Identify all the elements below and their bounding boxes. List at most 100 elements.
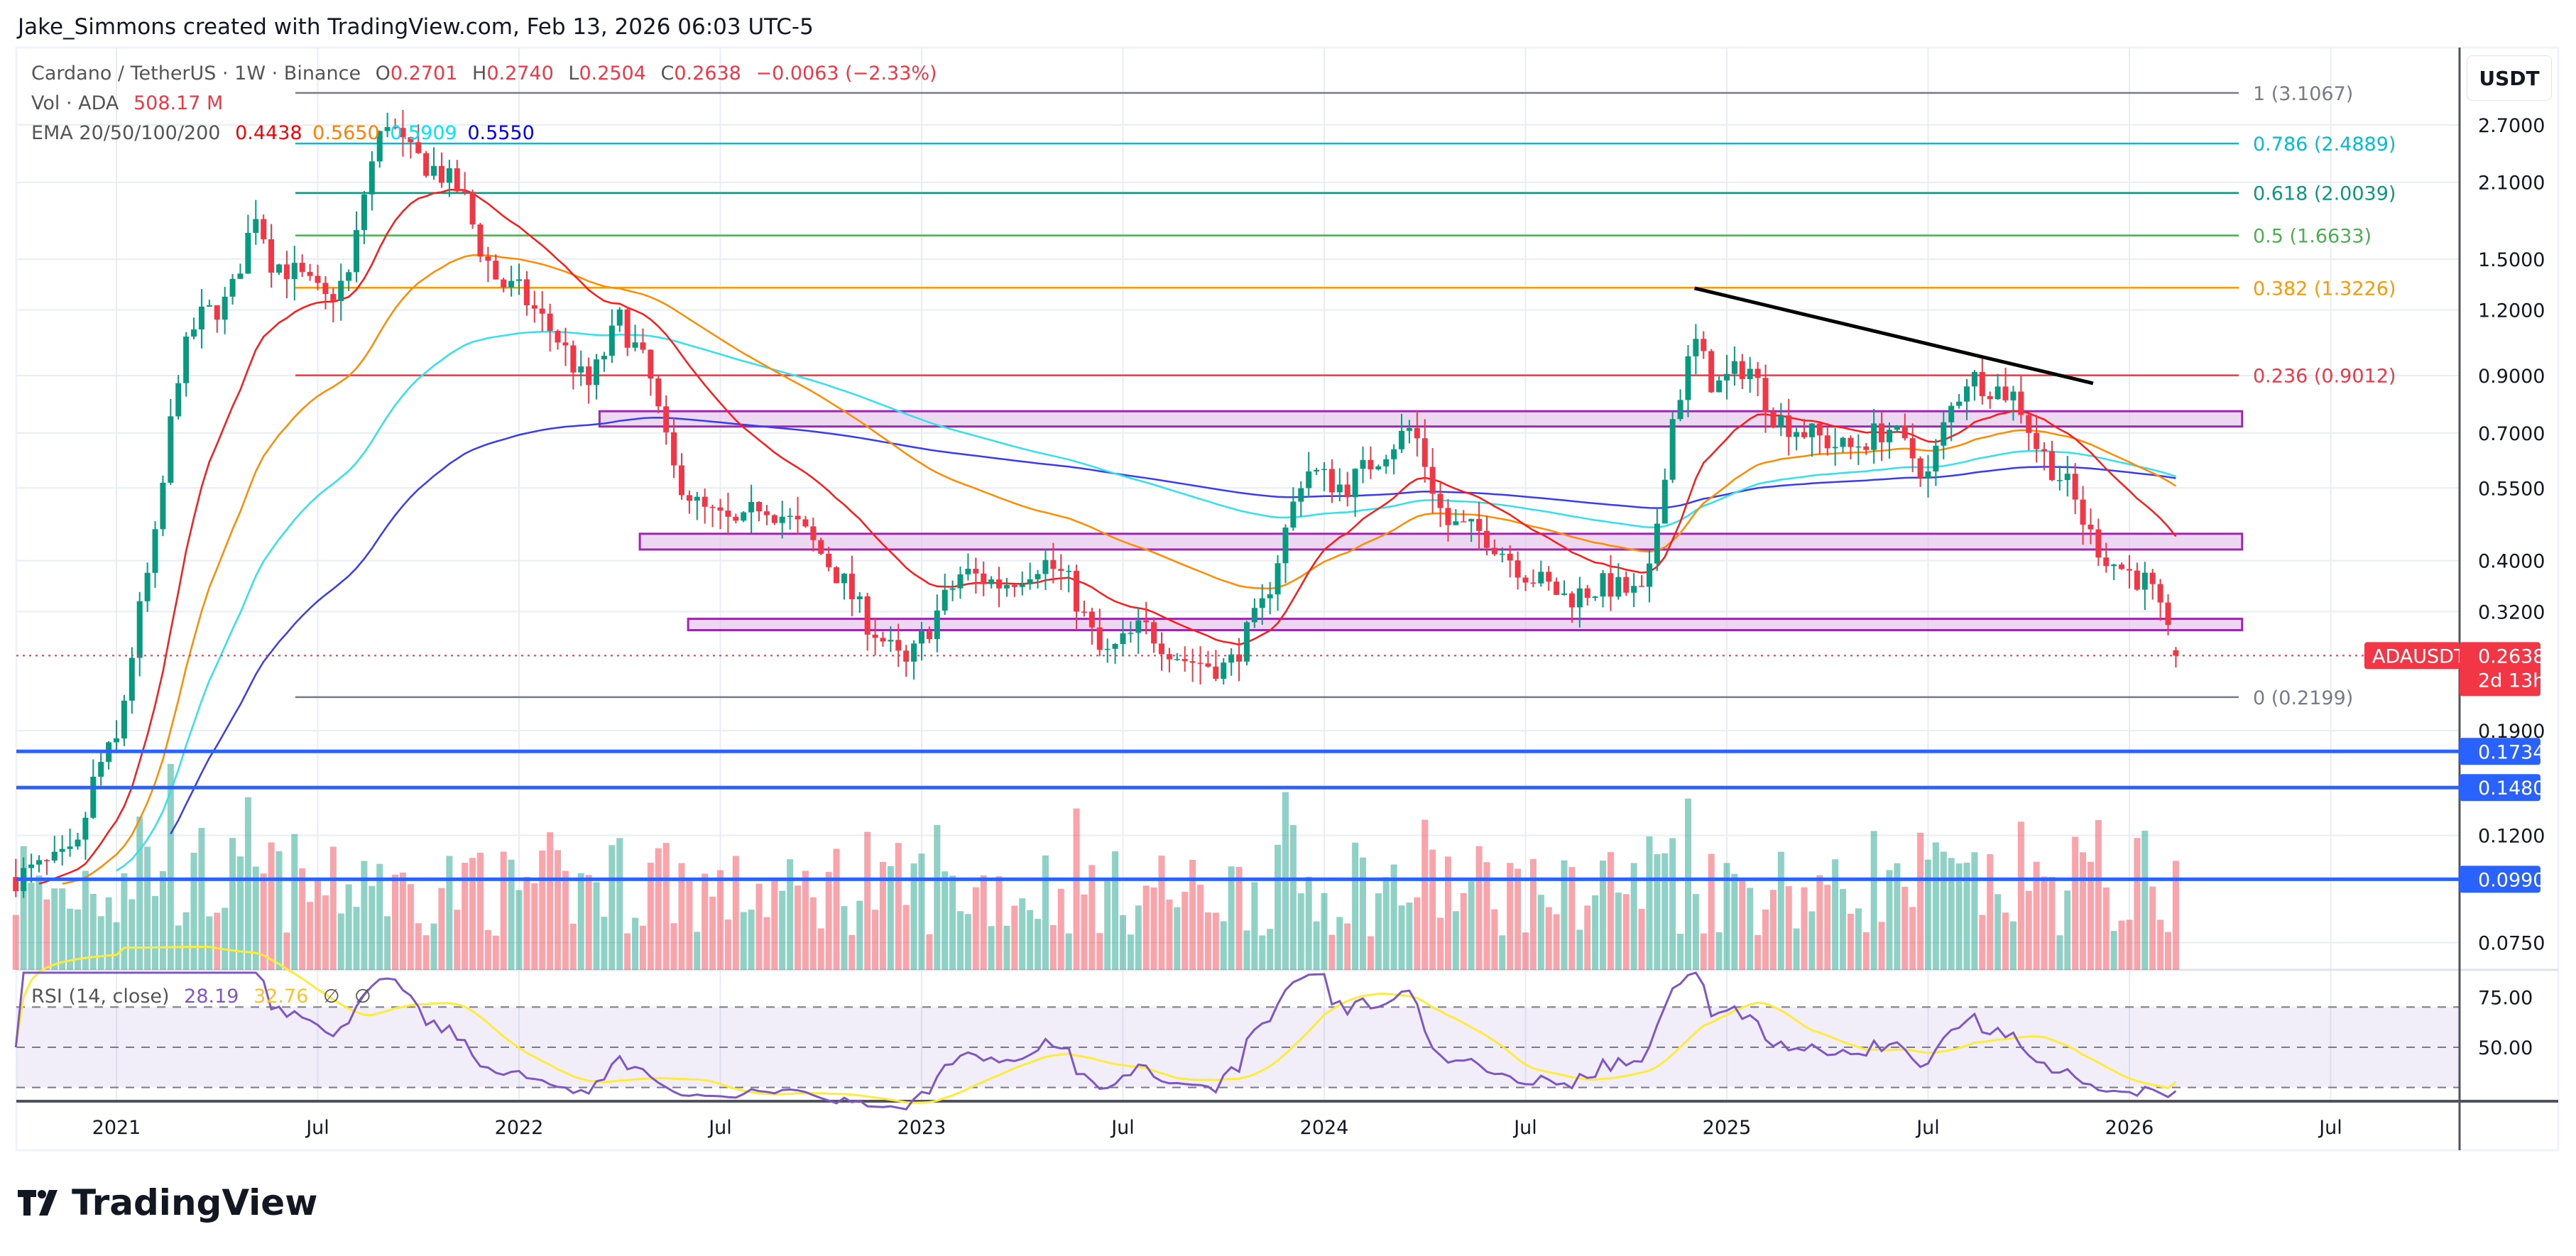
candle-body <box>1035 574 1041 579</box>
candle-body <box>1917 458 1923 479</box>
candle-body <box>1507 553 1513 561</box>
candle-body <box>299 263 305 272</box>
candle-body <box>2048 451 2055 481</box>
candle-body <box>1042 559 1049 574</box>
candle <box>1104 638 1110 663</box>
candle-body <box>1399 430 1405 449</box>
volume-bar <box>1313 921 1320 970</box>
volume-bar <box>1537 895 1544 970</box>
volume-bar <box>1894 863 1901 970</box>
volume-bar <box>601 917 608 970</box>
candle <box>392 118 398 130</box>
candle <box>1003 578 1010 597</box>
candle-body <box>671 432 677 466</box>
volume-bar <box>647 863 654 970</box>
candle <box>1538 560 1544 587</box>
candle-body <box>1236 654 1243 662</box>
candle-body <box>1437 493 1443 508</box>
ema-legend[interactable]: EMA 20/50/100/200 0.4438 0.5650 0.5909 0… <box>31 122 543 144</box>
candle <box>1143 601 1150 635</box>
volume-bar <box>222 907 229 970</box>
price-tick-label: 0.9000 <box>2478 366 2545 388</box>
currency-button[interactable]: USDT <box>2467 55 2552 101</box>
candle <box>1151 617 1157 653</box>
candle-body <box>1701 339 1707 351</box>
candle-body <box>795 515 801 520</box>
trendline <box>1694 286 2094 386</box>
price-tick-label: 0.3200 <box>2478 601 2545 623</box>
volume-bar <box>523 876 530 970</box>
candle-body <box>501 279 507 288</box>
candle <box>1275 555 1281 611</box>
candle-body <box>1298 488 1304 502</box>
candle-body <box>880 638 886 642</box>
candle-body <box>1429 466 1436 494</box>
volume-bar <box>1669 838 1676 970</box>
symbol-legend[interactable]: Cardano / TetherUS · 1W · Binance O0.270… <box>31 62 946 84</box>
candle-body <box>175 383 182 417</box>
candle <box>608 309 615 363</box>
candle-body <box>1747 368 1753 379</box>
candle-body <box>1824 435 1830 449</box>
volume-bar <box>1468 881 1475 970</box>
volume-bar <box>2056 935 2063 970</box>
volume-bar <box>236 856 244 970</box>
candle-body <box>129 657 135 701</box>
candle-body <box>268 239 275 273</box>
candle-body <box>114 738 119 743</box>
candle-body <box>1778 415 1784 428</box>
rsi-legend[interactable]: RSI (14, close) 28.19 32.76 ∅ ∅ <box>31 985 380 1007</box>
candle <box>1019 571 1025 596</box>
candle <box>1530 569 1537 588</box>
candle-body <box>1243 622 1250 662</box>
candle-body <box>578 366 584 373</box>
support-resistance-zone <box>598 410 2244 428</box>
candle <box>888 626 894 652</box>
volume-bar <box>206 916 213 970</box>
volume-bar <box>515 890 523 970</box>
candle-body <box>28 864 35 868</box>
volume-bar <box>462 863 469 970</box>
candle-body <box>1561 593 1568 595</box>
candle <box>834 566 840 584</box>
candle-body <box>1901 425 1908 439</box>
volume-bar <box>1630 863 1637 970</box>
candle-body <box>2134 570 2140 590</box>
candle-body <box>1794 432 1800 437</box>
candle-body <box>1027 579 1033 584</box>
volume-bar <box>1638 909 1645 970</box>
candle-body <box>261 219 267 239</box>
volume-bar <box>1607 852 1614 970</box>
candle-body <box>1948 405 1955 422</box>
candle <box>1368 446 1374 479</box>
candle-body <box>1197 662 1204 664</box>
volume-bar <box>159 870 166 970</box>
ohlc-low: L0.2504 <box>568 62 646 84</box>
symbol-name: Cardano / TetherUS · 1W · Binance <box>31 62 361 84</box>
candle <box>1189 648 1196 682</box>
rsi-tick-label: 75.00 <box>2478 987 2533 1009</box>
candle <box>1808 422 1815 457</box>
tradingview-logo[interactable]: TradingView <box>18 1182 317 1223</box>
candle <box>67 828 73 857</box>
volume-bar <box>121 873 128 970</box>
candle-body <box>2087 524 2094 530</box>
candle <box>648 349 654 396</box>
candle-body <box>454 168 460 192</box>
rsi-line <box>14 971 2177 1111</box>
volume-bar <box>430 923 437 970</box>
candle <box>1840 437 1846 453</box>
volume-bar <box>500 851 507 970</box>
candle <box>694 491 700 520</box>
volume-bar <box>1166 899 1173 970</box>
volume-bar <box>1808 911 1816 970</box>
volume-bar <box>1955 863 1963 970</box>
candle <box>1994 373 2001 400</box>
candle <box>2149 569 2156 600</box>
volume-bar <box>1220 921 1227 970</box>
volume-bar <box>910 863 917 970</box>
volume-legend[interactable]: Vol · ADA 508.17 M <box>31 92 231 114</box>
volume-bar <box>12 914 19 970</box>
volume-bar <box>1181 892 1189 970</box>
